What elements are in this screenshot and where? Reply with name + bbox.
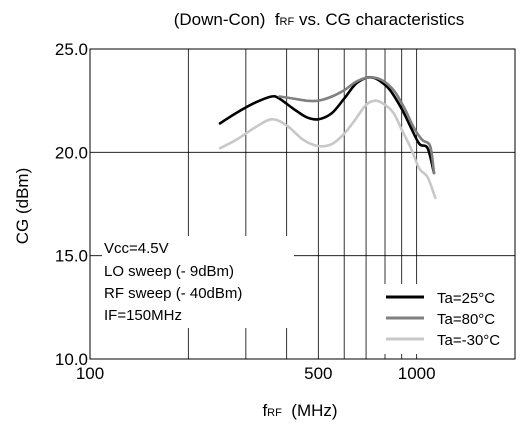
series-line-0 <box>218 75 436 175</box>
y-tick-labels: 10.0 15.0 20.0 25.0 <box>55 40 88 369</box>
condition-rf-sweep: RF sweep (- 40dBm) <box>104 285 242 302</box>
series-lines <box>218 75 437 200</box>
legend-label-minus30c: Ta=-30°C <box>437 332 500 349</box>
series-line-1 <box>278 76 436 175</box>
x-tick-label: 1000 <box>398 364 436 383</box>
conditions-background <box>102 236 294 328</box>
y-tick-label: 15.0 <box>55 247 88 266</box>
x-axis-label-f: f <box>262 401 267 420</box>
conditions-annotation: Vcc=4.5V LO sweep (- 9dBm) RF sweep (- 4… <box>102 236 294 328</box>
y-tick-label: 10.0 <box>55 350 88 369</box>
y-tick-label: 25.0 <box>55 40 88 59</box>
x-tick-label: 500 <box>304 364 332 383</box>
y-axis-label: CG (dBm) <box>13 168 32 245</box>
series-line-2 <box>218 99 437 200</box>
legend: Ta=25°C Ta=80°C Ta=-30°C <box>380 284 512 354</box>
x-tick-label: 100 <box>76 364 104 383</box>
condition-vcc: Vcc=4.5V <box>104 240 169 257</box>
condition-if: IF=150MHz <box>104 307 182 324</box>
chart-title-prefix: (Down-Con) <box>174 10 275 29</box>
legend-label-25c: Ta=25°C <box>437 290 495 307</box>
x-axis-label-unit: (MHz) <box>282 401 338 420</box>
chart-title: (Down-Con) fRF vs. CG characteristics <box>174 10 465 29</box>
x-axis-label: fRF (MHz) <box>262 401 337 420</box>
condition-lo-sweep: LO sweep (- 9dBm) <box>104 263 234 280</box>
chart-title-subscript: RF <box>280 16 295 28</box>
x-tick-labels: 100 500 1000 <box>76 364 436 383</box>
legend-label-80c: Ta=80°C <box>437 311 495 328</box>
y-tick-label: 20.0 <box>55 143 88 162</box>
chart-title-suffix: vs. CG characteristics <box>294 10 464 29</box>
chart-title-f: f <box>275 10 280 29</box>
x-axis-label-subscript: RF <box>267 407 282 419</box>
